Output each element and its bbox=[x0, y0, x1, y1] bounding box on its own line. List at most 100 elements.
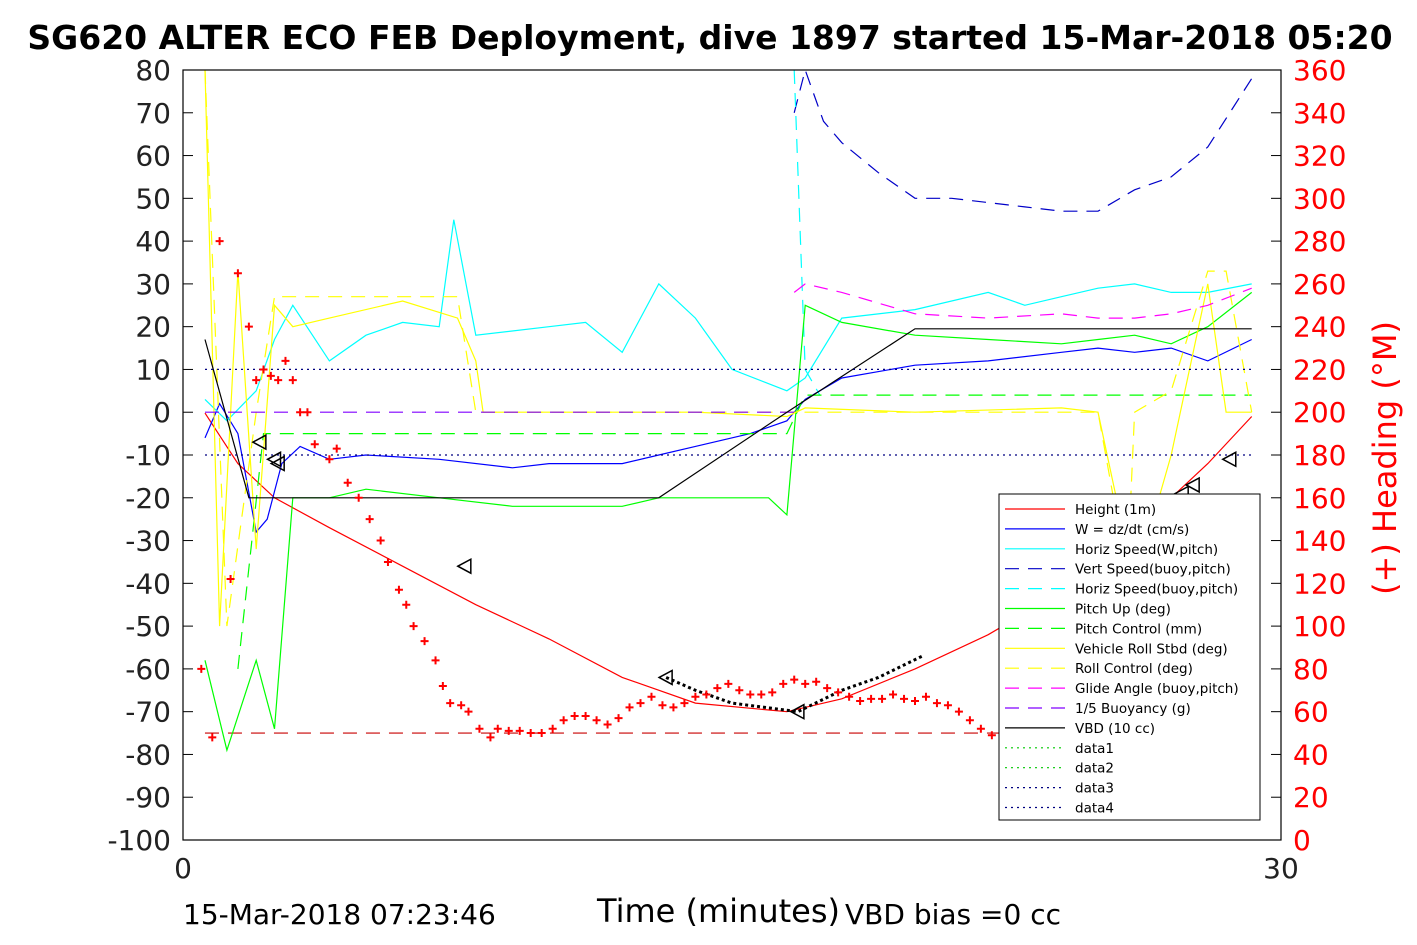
heading-point bbox=[233, 269, 242, 278]
legend-entry: Horiz Speed(buoy,pitch) bbox=[1075, 582, 1238, 598]
heading-point bbox=[702, 690, 711, 699]
y-right-tick-label: 0 bbox=[1293, 824, 1311, 857]
y-right-tick-label: 220 bbox=[1293, 353, 1346, 386]
heading-point bbox=[252, 376, 261, 385]
legend-entry: Height (1m) bbox=[1075, 502, 1156, 518]
heading-point bbox=[713, 684, 722, 693]
heading-point bbox=[376, 536, 385, 545]
heading-point bbox=[636, 699, 645, 708]
y-right-tick-label: 140 bbox=[1293, 525, 1346, 558]
heading-point bbox=[420, 637, 429, 646]
heading-point bbox=[548, 724, 557, 733]
legend-entry: data3 bbox=[1075, 781, 1114, 797]
x-axis-label: Time (minutes) bbox=[597, 892, 840, 930]
heading-point bbox=[504, 726, 513, 735]
y-right-tick-label: 260 bbox=[1293, 268, 1346, 301]
heading-point bbox=[680, 699, 689, 708]
heading-point bbox=[691, 692, 700, 701]
triangle-marker bbox=[251, 433, 267, 451]
heading-point bbox=[834, 688, 843, 697]
legend-entry: Roll Control (deg) bbox=[1075, 661, 1193, 677]
heading-point bbox=[603, 720, 612, 729]
heading-point bbox=[856, 696, 865, 705]
legend-entry: Horiz Speed(W,pitch) bbox=[1075, 542, 1218, 558]
chart-title: SG620 ALTER ECO FEB Deployment, dive 189… bbox=[27, 18, 1393, 57]
y-tick-label: -40 bbox=[125, 567, 171, 600]
heading-point bbox=[757, 690, 766, 699]
heading-point bbox=[889, 690, 898, 699]
timestamp-label: 15-Mar-2018 07:23:46 bbox=[183, 898, 496, 931]
y-right-tick-label: 320 bbox=[1293, 140, 1346, 173]
heading-point bbox=[965, 716, 974, 725]
legend-entry: Vert Speed(buoy,pitch) bbox=[1075, 562, 1231, 578]
y-right-tick-label: 20 bbox=[1293, 781, 1329, 814]
legend-entry: Pitch Control (mm) bbox=[1075, 621, 1202, 637]
y-tick-label: 30 bbox=[135, 268, 171, 301]
heading-point bbox=[779, 679, 788, 688]
heading-point bbox=[281, 356, 290, 365]
heading-point bbox=[768, 688, 777, 697]
legend-entry: data1 bbox=[1075, 741, 1114, 757]
y-tick-label: -20 bbox=[125, 482, 171, 515]
dotted-black-segment bbox=[665, 654, 923, 714]
y-right-tick-label: 160 bbox=[1293, 482, 1346, 515]
heading-point bbox=[900, 694, 909, 703]
y-tick-label: 20 bbox=[135, 311, 171, 344]
y-tick-label: -50 bbox=[125, 610, 171, 643]
heading-point bbox=[812, 677, 821, 686]
y-right-tick-label: 360 bbox=[1293, 54, 1346, 87]
heading-point bbox=[303, 408, 312, 417]
heading-point bbox=[332, 444, 341, 453]
legend-entry: data2 bbox=[1075, 761, 1114, 777]
triangle-marker bbox=[1184, 476, 1200, 494]
heading-point bbox=[310, 440, 319, 449]
heading-point bbox=[921, 692, 930, 701]
x-tick-label: 0 bbox=[174, 852, 192, 885]
heading-point bbox=[325, 455, 334, 464]
heading-point bbox=[647, 692, 656, 701]
y-axis-label-right: (+) Heading (°M) bbox=[1366, 321, 1404, 595]
heading-point bbox=[658, 701, 667, 710]
y-right-tick-label: 60 bbox=[1293, 696, 1329, 729]
heading-point bbox=[976, 724, 985, 733]
heading-point bbox=[464, 707, 473, 716]
y-tick-label: -60 bbox=[125, 653, 171, 686]
heading-point bbox=[614, 714, 623, 723]
heading-point bbox=[274, 376, 283, 385]
heading-point bbox=[197, 664, 206, 673]
legend-entry: Vehicle Roll Stbd (deg) bbox=[1075, 641, 1228, 657]
y-tick-label: 0 bbox=[153, 396, 171, 429]
heading-point bbox=[987, 731, 996, 740]
heading-point bbox=[457, 701, 466, 710]
y-right-tick-label: 100 bbox=[1293, 610, 1346, 643]
y-right-tick-label: 180 bbox=[1293, 439, 1346, 472]
series-line-4 bbox=[793, 69, 821, 396]
heading-point bbox=[735, 686, 744, 695]
heading-point bbox=[570, 711, 579, 720]
y-tick-label: 10 bbox=[135, 353, 171, 386]
triangle-marker bbox=[789, 703, 805, 720]
series-line-3 bbox=[793, 67, 1253, 212]
heading-point bbox=[431, 656, 440, 665]
heading-point bbox=[878, 694, 887, 703]
heading-point bbox=[625, 703, 634, 712]
triangle-marker bbox=[657, 669, 673, 686]
y-right-tick-label: 340 bbox=[1293, 97, 1346, 130]
heading-point bbox=[746, 690, 755, 699]
legend-entry: Glide Angle (buoy,pitch) bbox=[1075, 681, 1239, 697]
heading-point bbox=[226, 575, 235, 584]
heading-point bbox=[845, 692, 854, 701]
heading-point bbox=[592, 716, 601, 725]
heading-point bbox=[581, 711, 590, 720]
y-tick-label: -90 bbox=[125, 781, 171, 814]
heading-point bbox=[288, 376, 297, 385]
heading-point bbox=[943, 701, 952, 710]
y-right-tick-label: 300 bbox=[1293, 182, 1346, 215]
heading-point bbox=[486, 733, 495, 742]
heading-point bbox=[823, 684, 832, 693]
heading-point bbox=[526, 729, 535, 738]
heading-point bbox=[208, 733, 217, 742]
legend-entry: Pitch Up (deg) bbox=[1075, 602, 1171, 618]
legend-entry: 1/5 Buoyancy (g) bbox=[1075, 701, 1191, 717]
y-right-tick-label: 280 bbox=[1293, 225, 1346, 258]
